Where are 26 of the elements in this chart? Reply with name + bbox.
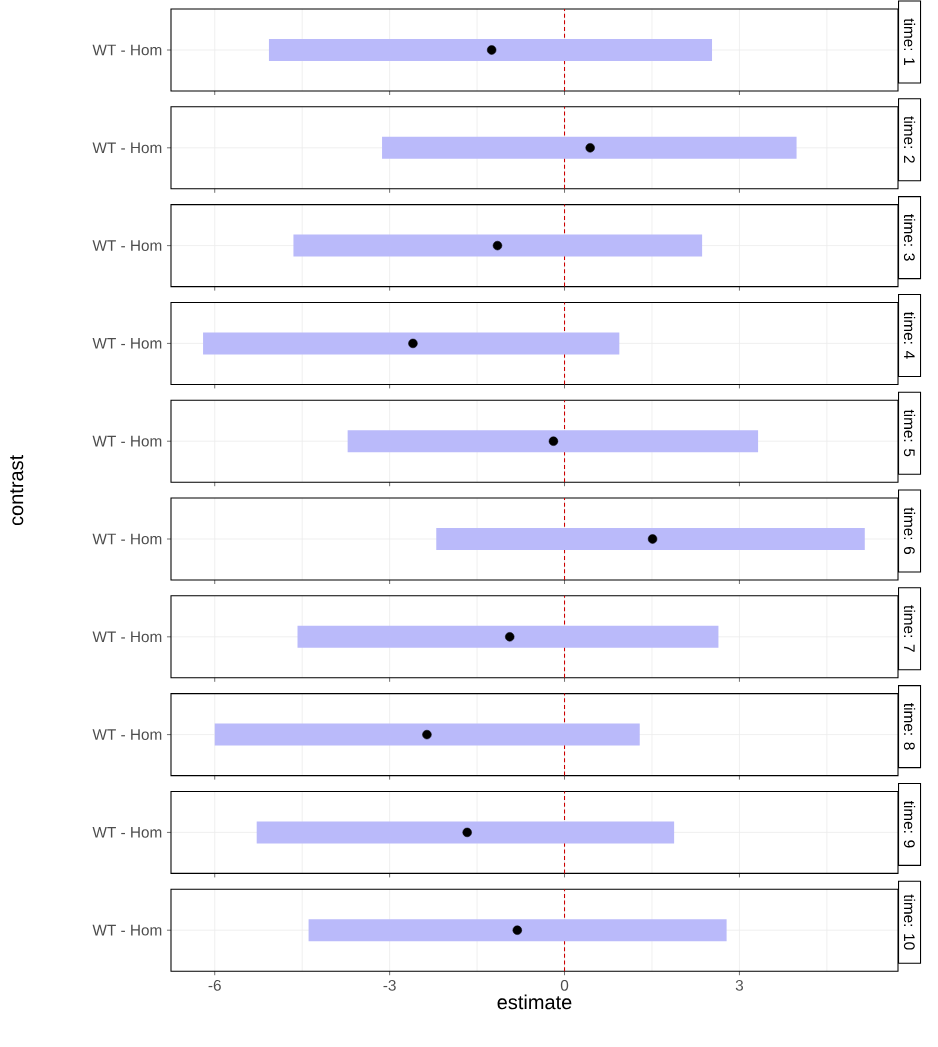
x-tick-label: 0	[560, 979, 569, 991]
y-tick-label: WT - Hom	[92, 338, 162, 349]
text: time: 6	[903, 507, 916, 555]
text: time: 9	[903, 800, 916, 848]
x-axis-title: estimate	[497, 994, 572, 1010]
y-tick-label: WT - Hom	[92, 142, 162, 154]
y-tick-label: WT - Hom	[92, 435, 162, 447]
y-tick-label: WT - Hom	[92, 827, 162, 838]
y-tick-label: WT - Hom	[92, 729, 162, 740]
text: time: 2	[903, 116, 916, 163]
text: time: 5	[903, 409, 916, 457]
x-tick-label: -6	[208, 979, 221, 991]
text: time: 3	[903, 214, 916, 261]
y-tick-label: WT - Hom	[92, 631, 162, 643]
text: time: 10	[903, 894, 916, 950]
y-tick-label: WT - Hom	[92, 533, 162, 545]
text: time: 8	[903, 703, 916, 750]
x-tick-label: -3	[383, 979, 396, 991]
y-tick-label: WT - Hom	[92, 44, 162, 56]
x-tick-label: 3	[735, 979, 744, 991]
y-tick-label: WT - Hom	[92, 240, 162, 251]
text: time: 1	[903, 18, 916, 65]
y-tick-label: WT - Hom	[92, 924, 162, 936]
text: time: 4	[903, 311, 916, 359]
text: time: 7	[903, 605, 916, 652]
y-axis-title: contrast	[10, 454, 24, 526]
